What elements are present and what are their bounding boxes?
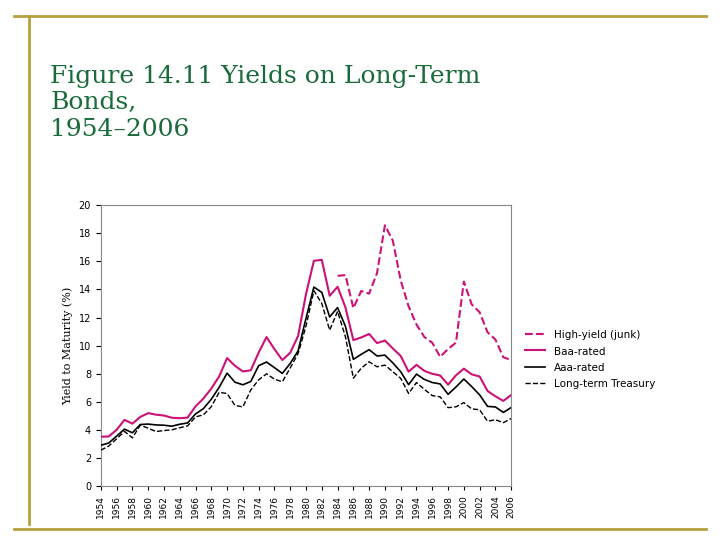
Text: Figure 14.11 Yields on Long-Term
Bonds,
1954–2006: Figure 14.11 Yields on Long-Term Bonds, … xyxy=(50,65,481,141)
Y-axis label: Yield to Maturity (%): Yield to Maturity (%) xyxy=(63,287,73,404)
Legend: High-yield (junk), Baa-rated, Aaa-rated, Long-term Treasury: High-yield (junk), Baa-rated, Aaa-rated,… xyxy=(525,330,655,389)
